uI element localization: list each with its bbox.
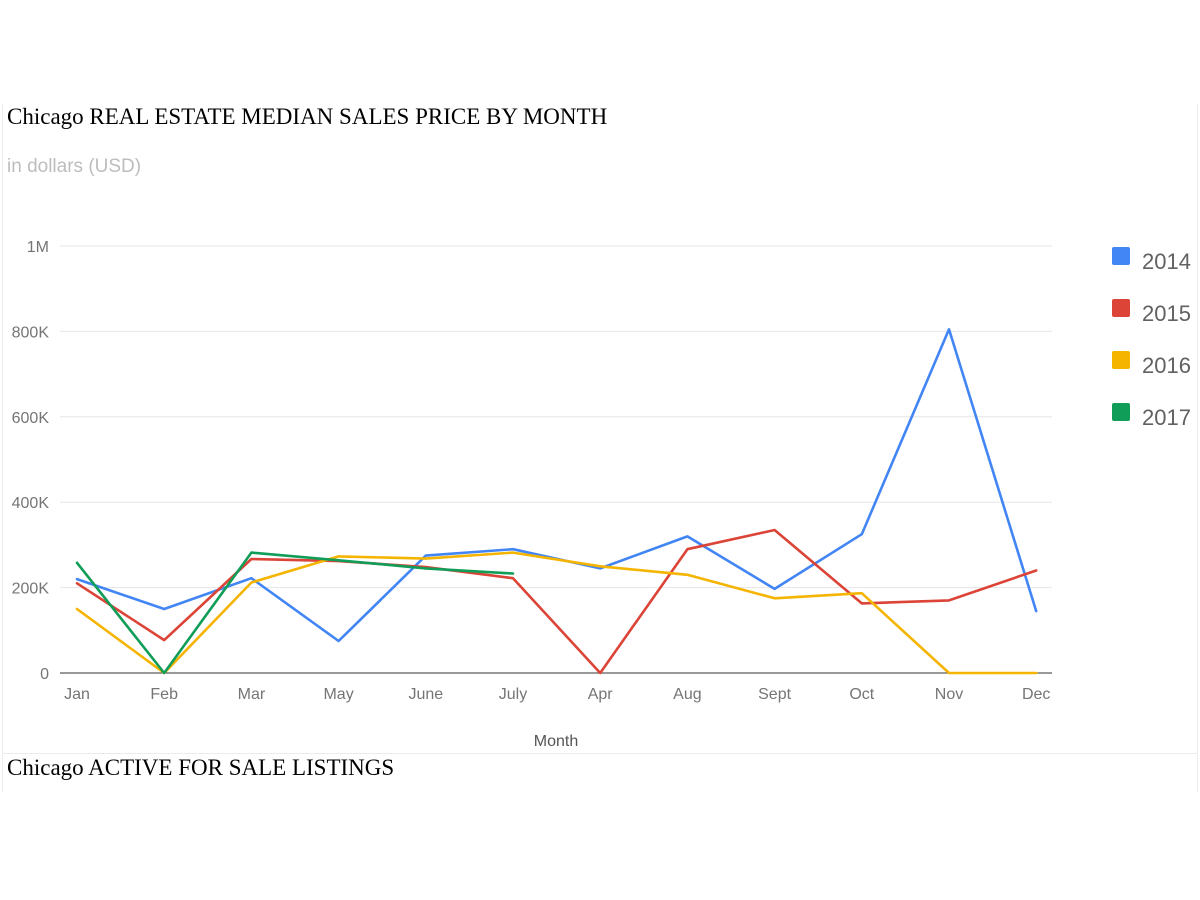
y-tick-label: 1M	[27, 239, 49, 256]
legend-swatch	[1112, 247, 1130, 265]
chart-panel	[2, 104, 1198, 792]
legend[interactable]: 2014 2015 2016 2017	[1112, 247, 1191, 430]
x-tick-label: May	[323, 686, 353, 703]
x-tick-label: Mar	[238, 686, 266, 703]
x-tick-label: Oct	[849, 686, 874, 703]
y-axis-ticks: 0 200K 400K 600K 800K 1M	[12, 239, 50, 683]
legend-swatch	[1112, 403, 1130, 421]
section-divider	[2, 753, 1198, 754]
legend-label: 2015	[1142, 301, 1191, 326]
series-line-2016[interactable]	[75, 551, 1038, 675]
x-tick-label: Aug	[673, 686, 701, 703]
chart-title: Chicago REAL ESTATE MEDIAN SALES PRICE B…	[7, 104, 608, 129]
legend-item-2017[interactable]: 2017	[1112, 403, 1191, 430]
x-tick-label: Nov	[935, 686, 963, 703]
legend-label: 2016	[1142, 353, 1191, 378]
line-chart: 0 200K 400K 600K 800K 1M Jan Feb Mar May June July…	[12, 239, 1191, 750]
x-tick-label: June	[408, 686, 443, 703]
y-tick-label: 600K	[12, 410, 50, 427]
x-tick-label: Jan	[64, 686, 90, 703]
legend-item-2014[interactable]: 2014	[1112, 247, 1191, 274]
legend-item-2016[interactable]: 2016	[1112, 351, 1191, 378]
chart-subtitle: in dollars (USD)	[7, 156, 142, 177]
legend-swatch	[1112, 299, 1130, 317]
x-tick-label: July	[499, 686, 527, 703]
section-title: Chicago ACTIVE FOR SALE LISTINGS	[7, 755, 395, 780]
x-tick-label: Feb	[150, 686, 178, 703]
x-tick-label: Sept	[758, 686, 791, 703]
legend-label: 2014	[1142, 249, 1191, 274]
series-lines	[75, 327, 1038, 675]
y-tick-label: 0	[40, 666, 49, 683]
legend-swatch	[1112, 351, 1130, 369]
y-tick-label: 800K	[12, 324, 50, 341]
legend-label: 2017	[1142, 405, 1191, 430]
x-tick-label: Apr	[588, 686, 614, 703]
series-line-2015[interactable]	[75, 528, 1038, 675]
y-tick-label: 200K	[12, 581, 50, 598]
legend-item-2015[interactable]: 2015	[1112, 299, 1191, 326]
gridlines	[60, 245, 1052, 589]
x-axis-title: Month	[534, 733, 578, 750]
x-tick-label: Dec	[1022, 686, 1050, 703]
y-tick-label: 400K	[12, 495, 50, 512]
x-axis-ticks: Jan Feb Mar May June July Apr Aug Sept Oct Nov Dec	[64, 686, 1050, 703]
series-line-2017[interactable]	[75, 551, 515, 675]
